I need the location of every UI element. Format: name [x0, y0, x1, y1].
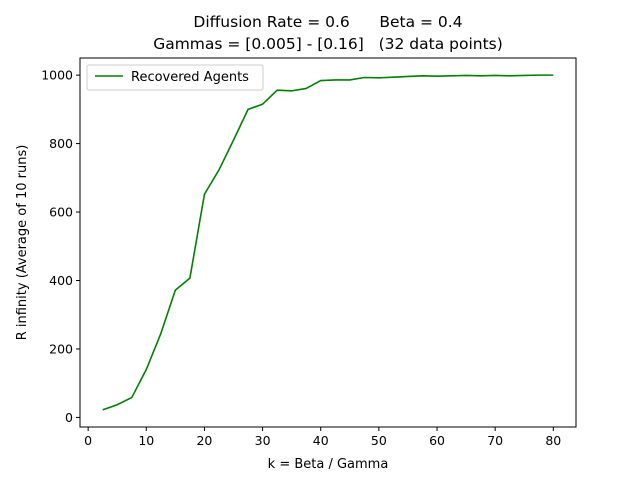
x-tick-label: 30 [255, 433, 271, 448]
chart-title: Diffusion Rate = 0.6 Beta = 0.4 [193, 13, 462, 31]
y-tick-label: 600 [49, 205, 73, 220]
legend-box [86, 64, 264, 91]
y-tick-label: 400 [49, 273, 73, 288]
chart-subtitle: Gammas = [0.005] - [0.16] (32 data point… [153, 35, 503, 53]
plot-frame [79, 57, 577, 428]
x-axis-label: k = Beta / Gamma [268, 457, 389, 472]
x-tick-label: 20 [196, 433, 212, 448]
legend: Recovered Agents [86, 64, 264, 91]
plot-series [102, 74, 554, 411]
y-tick-label: 0 [65, 410, 73, 425]
series-line-0 [102, 74, 554, 411]
x-tick-label: 40 [313, 433, 329, 448]
y-tick-label: 200 [49, 341, 73, 356]
x-tick-label: 0 [84, 433, 92, 448]
x-tick-label: 80 [545, 433, 561, 448]
legend-label: Recovered Agents [131, 70, 249, 85]
x-tick-label: 70 [487, 433, 503, 448]
y-tick-label: 800 [49, 136, 73, 151]
y-axis-label: R infinity (Average of 10 runs) [15, 145, 30, 341]
x-tick-label: 10 [138, 433, 154, 448]
y-tick-label: 1000 [41, 68, 73, 83]
x-tick-label: 50 [371, 433, 387, 448]
x-tick-label: 60 [429, 433, 445, 448]
